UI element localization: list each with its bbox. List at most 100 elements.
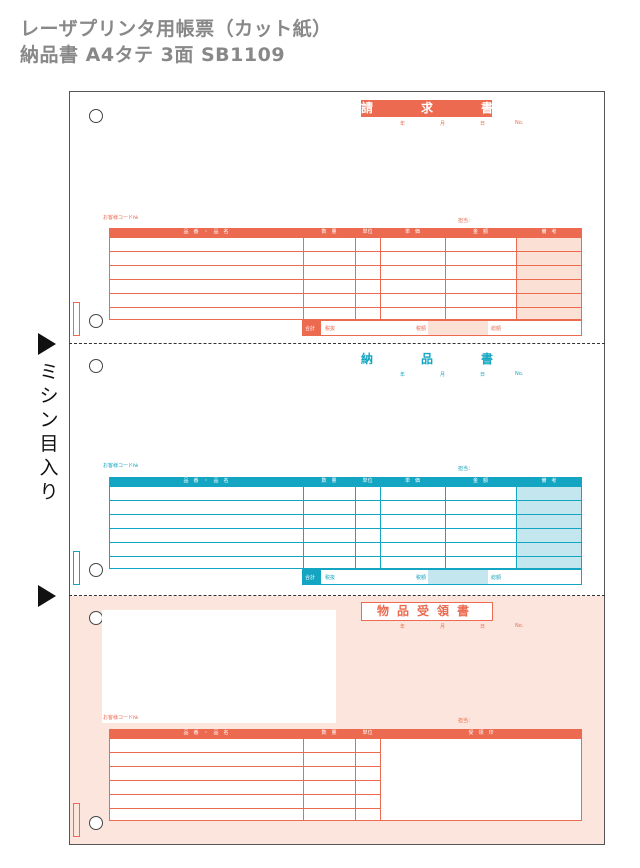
table-body xyxy=(109,237,582,320)
month-label: 月 xyxy=(440,372,446,378)
col-quantity: 数 量 xyxy=(321,478,337,484)
month-label: 月 xyxy=(440,624,446,630)
col-receipt-stamp: 受 領 印 xyxy=(468,730,494,736)
perforation-label: ミシン目入り xyxy=(39,361,59,503)
col-divider xyxy=(445,487,446,568)
table-row xyxy=(110,808,380,809)
perforation-line xyxy=(69,595,605,596)
day-label: 日 xyxy=(480,372,486,378)
subtotal-label: 税抜 xyxy=(325,326,336,332)
table-row xyxy=(110,752,380,753)
year-label: 年 xyxy=(400,624,406,630)
year-label: 年 xyxy=(400,121,406,127)
table-row xyxy=(110,556,581,557)
number-label: No. xyxy=(515,623,524,629)
col-unit: 単位 xyxy=(362,478,373,484)
punch-hole-icon xyxy=(89,359,103,373)
col-divider xyxy=(355,487,356,568)
invoice-title: 請 求 書 xyxy=(361,100,512,117)
person-label: 担当： xyxy=(458,218,474,224)
person-label: 担当： xyxy=(458,718,474,724)
col-quantity: 数 量 xyxy=(321,229,337,235)
col-divider xyxy=(303,739,304,820)
customer-code-label: お客様コード№ xyxy=(103,215,139,221)
col-quantity: 数 量 xyxy=(321,730,337,736)
person-label: 担当： xyxy=(458,466,474,472)
col-divider xyxy=(516,238,517,319)
perforation-line xyxy=(69,343,605,344)
table-header: 品 番 ・ 品 名 数 量 単位 受 領 印 xyxy=(109,729,582,738)
customer-code-label: お客様コード№ xyxy=(103,463,139,469)
punch-hole-icon xyxy=(89,816,103,830)
tax-label: 税額 xyxy=(416,326,427,332)
col-item-name: 品 番 ・ 品 名 xyxy=(183,478,229,484)
total-label: 合計 xyxy=(305,575,316,581)
punch-hole-icon xyxy=(89,314,103,328)
table-row xyxy=(110,528,581,529)
table-header: 品 番 ・ 品 名 数 量 単位 単 価 金 額 備 考 xyxy=(109,477,582,486)
invoice-section: 請 求 書 年 月 日 No. お客様コード№ 担当： 品 番 ・ 品 名 数 … xyxy=(70,92,604,343)
col-unit: 単位 xyxy=(362,730,373,736)
grand-total-label: 総額 xyxy=(491,575,502,581)
col-unit: 単位 xyxy=(362,229,373,235)
punch-hole-icon xyxy=(89,563,103,577)
punch-hole-icon xyxy=(89,611,103,625)
table-row xyxy=(110,794,380,795)
col-unit-price: 単 価 xyxy=(404,229,420,235)
table-row xyxy=(110,500,581,501)
col-item-name: 品 番 ・ 品 名 xyxy=(183,730,229,736)
product-subtitle: 納品書 A4タテ 3面 SB1109 xyxy=(20,44,286,66)
perforation-arrow-icon xyxy=(38,333,56,355)
address-window xyxy=(102,610,336,723)
col-amount: 金 額 xyxy=(472,478,488,484)
table-row xyxy=(110,780,380,781)
punch-hole-icon xyxy=(89,109,103,123)
table-row xyxy=(110,251,581,252)
col-divider xyxy=(380,739,381,820)
subtotal-label: 税抜 xyxy=(325,575,336,581)
table-row xyxy=(110,766,380,767)
item-table: 品 番 ・ 品 名 数 量 単位 単 価 金 額 備 考 xyxy=(109,228,582,320)
total-row: 合計 税抜 税額 総額 xyxy=(302,569,582,585)
table-body xyxy=(109,486,582,569)
day-label: 日 xyxy=(480,121,486,127)
form-code-mark xyxy=(73,302,80,336)
tax-label: 税額 xyxy=(416,575,427,581)
customer-code-label: お客様コード№ xyxy=(103,715,139,721)
table-row xyxy=(110,265,581,266)
grand-total-label: 総額 xyxy=(491,326,502,332)
number-label: No. xyxy=(515,120,524,126)
delivery-section: 納 品 書 年 月 日 No. お客様コード№ 担当： 品 番 ・ 品 名 数 … xyxy=(70,344,604,595)
col-divider xyxy=(355,238,356,319)
day-label: 日 xyxy=(480,624,486,630)
table-row xyxy=(110,514,581,515)
item-table: 品 番 ・ 品 名 数 量 単位 単 価 金 額 備 考 xyxy=(109,477,582,569)
col-unit-price: 単 価 xyxy=(404,478,420,484)
delivery-title: 納 品 書 xyxy=(361,352,512,366)
form-code-mark xyxy=(73,551,80,585)
year-label: 年 xyxy=(400,372,406,378)
form-code-mark xyxy=(73,803,80,837)
table-row xyxy=(110,307,581,308)
col-remarks: 備 考 xyxy=(541,478,557,484)
col-divider xyxy=(445,238,446,319)
col-divider xyxy=(380,238,381,319)
form-sheet: 請 求 書 年 月 日 No. お客様コード№ 担当： 品 番 ・ 品 名 数 … xyxy=(69,91,605,845)
table-body xyxy=(109,738,582,821)
col-item-name: 品 番 ・ 品 名 xyxy=(183,229,229,235)
number-label: No. xyxy=(515,371,524,377)
month-label: 月 xyxy=(440,121,446,127)
table-row xyxy=(110,279,581,280)
col-divider xyxy=(303,487,304,568)
total-label: 合計 xyxy=(305,326,316,332)
col-divider xyxy=(303,238,304,319)
page-title: レーザプリンタ用帳票（カット紙） xyxy=(20,18,332,40)
table-row xyxy=(110,293,581,294)
col-amount: 金 額 xyxy=(472,229,488,235)
table-row xyxy=(110,542,581,543)
col-remarks: 備 考 xyxy=(541,229,557,235)
col-divider xyxy=(380,487,381,568)
perforation-arrow-icon xyxy=(38,585,56,607)
receipt-title: 物品受領書 xyxy=(361,602,493,621)
col-divider xyxy=(355,739,356,820)
